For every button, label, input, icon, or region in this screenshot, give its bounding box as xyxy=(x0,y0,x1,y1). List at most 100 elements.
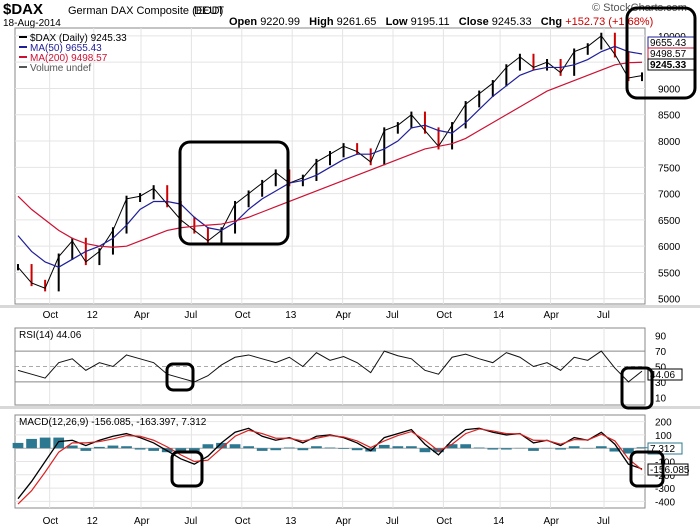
x-tick-label-top: 14 xyxy=(493,310,505,321)
macd-histogram-bar xyxy=(256,448,268,451)
rsi-title: RSI(14) 44.06 xyxy=(19,330,82,341)
macd-histogram-bar xyxy=(107,445,119,449)
macd-histogram-bar xyxy=(324,447,336,449)
x-tick-label-bottom: Jul xyxy=(597,516,610,527)
x-tick-label-top: Jul xyxy=(386,310,399,321)
macd-histogram-bar xyxy=(148,448,160,451)
close-label: Close xyxy=(458,16,489,28)
price-value-tag: 9498.57 xyxy=(650,49,687,60)
y-tick-label: 8000 xyxy=(658,137,681,148)
chg-value: +152.73 (+1.68%) xyxy=(565,16,654,28)
pane-separator xyxy=(0,305,700,308)
y-tick-label: 6500 xyxy=(658,216,681,227)
macd-y-tick-label: 100 xyxy=(655,431,672,442)
rsi-y-tick-label: 10 xyxy=(655,393,667,404)
x-tick-label-bottom: 12 xyxy=(87,516,99,527)
x-tick-label-bottom: Jul xyxy=(386,516,399,527)
open-label: Open xyxy=(229,16,258,28)
macd-histogram-bar xyxy=(609,448,621,452)
x-tick-label-bottom: Oct xyxy=(436,516,452,527)
macd-histogram-bar xyxy=(623,448,634,454)
macd-histogram-bar xyxy=(216,442,227,449)
macd-y-tick-label: -100 xyxy=(655,458,675,469)
macd-y-tick-label: -400 xyxy=(655,497,675,508)
chart-symbol: $DAX xyxy=(3,1,44,18)
y-tick-label: 7000 xyxy=(658,190,681,201)
macd-y-tick-label: -200 xyxy=(655,471,675,482)
y-tick-label: 5000 xyxy=(658,295,681,306)
x-tick-label-top: Apr xyxy=(544,310,560,321)
pane-separator xyxy=(0,406,700,409)
open-value: 9220.99 xyxy=(260,16,300,28)
macd-line xyxy=(17,427,643,500)
legend-entry-1: MA(50) 9655.43 xyxy=(30,43,102,54)
macd-histogram-bar xyxy=(297,448,309,451)
macd-histogram-bar xyxy=(66,445,78,449)
x-tick-label-top: Oct xyxy=(436,310,452,321)
quote-summary: Open 9220.99 High 9261.65 Low 9195.11 Cl… xyxy=(229,16,653,28)
annotation-box xyxy=(629,450,665,488)
macd-title: MACD(12,26,9) -156.085, -163.397, 7.312 xyxy=(19,417,207,428)
macd-histogram-bar xyxy=(419,448,431,453)
x-tick-label-top: Jul xyxy=(184,310,197,321)
macd-histogram-bar xyxy=(446,444,458,449)
x-tick-label-top: 12 xyxy=(87,310,99,321)
macd-histogram-bar xyxy=(39,437,51,449)
annotation-box xyxy=(620,366,654,410)
x-tick-label-bottom: Oct xyxy=(235,516,251,527)
rsi-value-tag-box xyxy=(647,368,683,381)
macd-hist-value-tag: 7.312 xyxy=(650,444,675,455)
macd-histogram-bar xyxy=(528,448,539,451)
x-tick-label-top: Oct xyxy=(43,310,59,321)
y-tick-label: 8500 xyxy=(658,111,681,122)
macd-value-tag-box xyxy=(647,463,689,476)
macd-y-tick-label: -300 xyxy=(655,484,675,495)
macd-histogram-bar xyxy=(406,446,417,449)
rsi-y-tick-label: 30 xyxy=(655,378,667,389)
x-tick-label-top: Jul xyxy=(597,310,610,321)
ma50-line xyxy=(17,45,643,268)
y-tick-label: 6000 xyxy=(658,242,681,253)
x-tick-label-bottom: Apr xyxy=(134,516,150,527)
x-tick-label-top: 13 xyxy=(285,310,297,321)
macd-histogram-bar xyxy=(460,444,472,449)
macd-histogram-bar xyxy=(283,447,295,449)
macd-histogram-bar xyxy=(270,448,282,451)
macd-histogram-bar xyxy=(392,446,404,449)
macd-histogram-bar xyxy=(12,442,24,449)
macd-histogram-bar xyxy=(338,448,349,449)
macd-histogram-bar xyxy=(365,448,377,452)
x-tick-label-bottom: 13 xyxy=(285,516,297,527)
chart-date: 18-Aug-2014 xyxy=(3,18,61,29)
macd-histogram-bar xyxy=(188,448,200,451)
macd-histogram-bar xyxy=(473,447,485,449)
rsi-y-tick-label: 90 xyxy=(655,332,667,343)
rsi-line xyxy=(17,350,643,383)
high-value: 9261.65 xyxy=(336,16,377,28)
x-tick-label-bottom: Apr xyxy=(544,516,560,527)
rsi-y-tick-label: 50 xyxy=(655,363,667,374)
macd-histogram-bar xyxy=(311,446,322,449)
macd-histogram-bar xyxy=(121,446,132,449)
price-value-tag: 9655.43 xyxy=(650,38,687,49)
macd-histogram-bar xyxy=(487,448,499,450)
macd-histogram-bar xyxy=(175,448,187,453)
close-value: 9245.33 xyxy=(491,16,532,28)
x-tick-label-top: Apr xyxy=(336,310,352,321)
macd-histogram-bar xyxy=(94,446,105,449)
macd-histogram-bar xyxy=(378,444,390,449)
macd-histogram-bar xyxy=(636,447,648,449)
x-tick-label-bottom: 14 xyxy=(493,516,505,527)
annotation-box xyxy=(625,6,697,100)
x-tick-label-bottom: Apr xyxy=(336,516,352,527)
macd-histogram-bar xyxy=(595,446,607,449)
legend-entry-3: Volume undef xyxy=(30,63,91,74)
rsi-y-tick-label: 70 xyxy=(655,347,667,358)
low-label: Low xyxy=(385,16,408,28)
x-tick-label-bottom: Jul xyxy=(184,516,197,527)
legend-entry-2: MA(200) 9498.57 xyxy=(30,53,108,64)
macd-histogram-bar xyxy=(243,446,254,449)
macd-histogram-bar xyxy=(26,438,37,449)
annotation-box xyxy=(170,450,204,488)
